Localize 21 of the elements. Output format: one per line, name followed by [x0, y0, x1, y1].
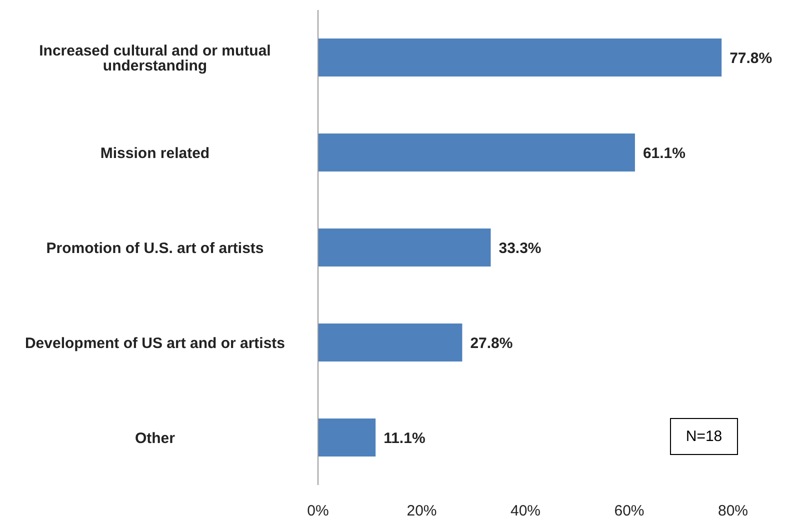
x-tick-label: 80% — [718, 502, 748, 520]
data-label: 33.3% — [498, 240, 542, 257]
x-tick-label: 20% — [406, 502, 437, 520]
y-tick-label: Other — [134, 430, 176, 447]
bar — [318, 228, 491, 266]
bar — [318, 38, 722, 76]
bar — [318, 134, 635, 172]
y-tick-label: Development of US art and or artists — [24, 334, 286, 352]
data-label: 61.1% — [642, 144, 686, 162]
data-label: 27.8% — [470, 334, 513, 352]
y-tick-label: Increased cultural and or mutual understanding — [39, 42, 271, 74]
data-label: 77.8% — [730, 50, 772, 67]
data-label: 11.1% — [384, 430, 426, 447]
x-tick-label: 0% — [307, 502, 329, 520]
x-tick-label: 60% — [614, 502, 644, 520]
x-tick-label: 40% — [510, 502, 541, 520]
bar — [318, 418, 376, 456]
bar — [318, 324, 462, 362]
y-tick-label: Mission related — [100, 144, 210, 162]
y-tick-label: Promotion of U.S. art of artists — [46, 240, 264, 257]
annotation: N=18 — [670, 418, 738, 455]
